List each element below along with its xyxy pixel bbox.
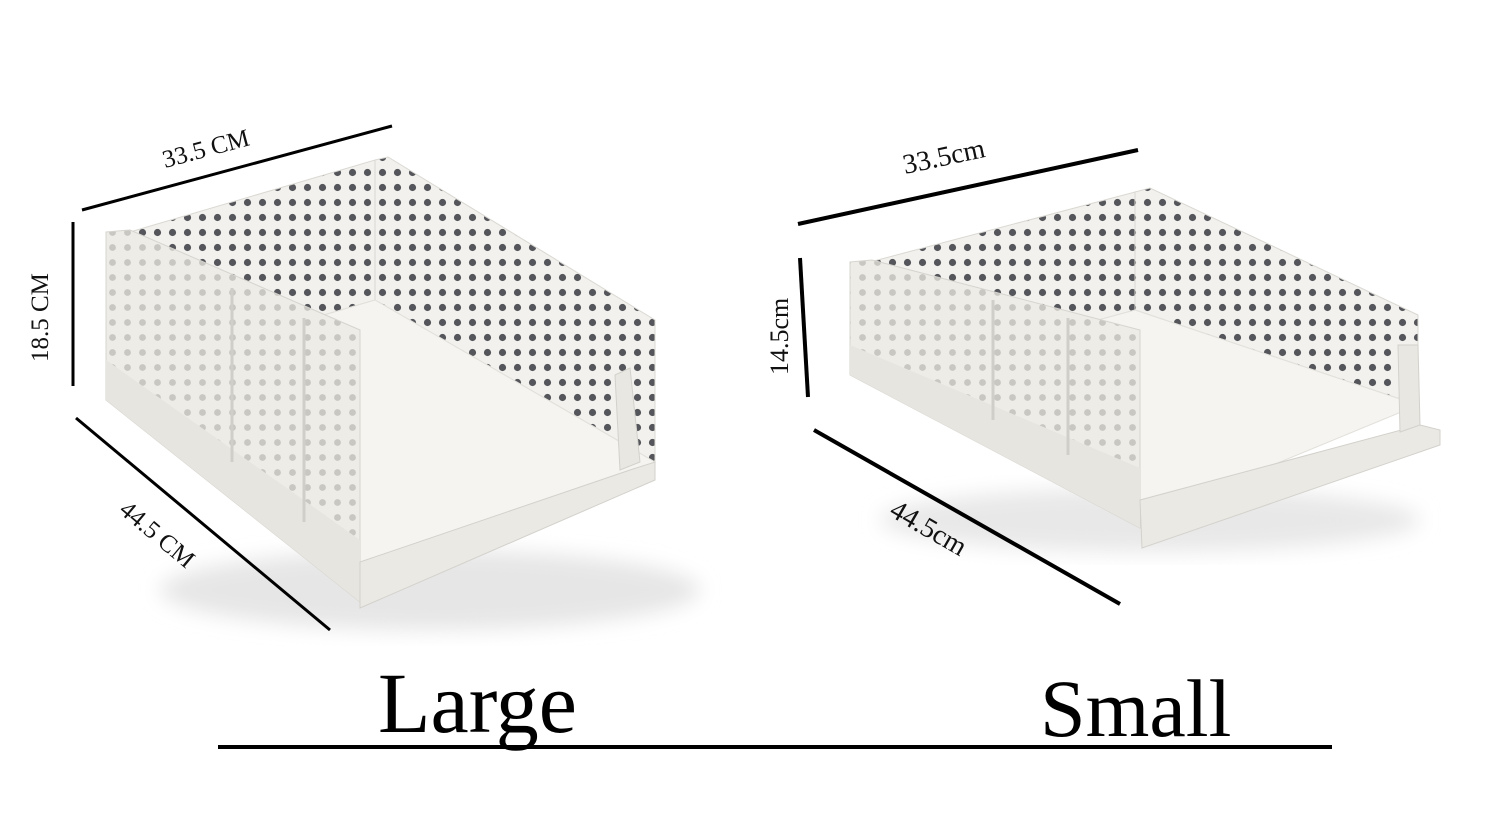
large-height-label: 18.5 CM [27, 273, 54, 362]
small-dimension-lines [797, 148, 1139, 606]
small-basket [849, 187, 1441, 552]
large-basket [105, 156, 700, 630]
small-height-label: 14.5cm [765, 298, 794, 375]
underline [218, 745, 1332, 749]
large-depth-label: 44.5 CM [114, 496, 199, 574]
small-width-label: 33.5cm [900, 133, 988, 181]
size-label-large: Large [378, 655, 577, 751]
size-label-small: Small [1040, 663, 1232, 754]
large-dimension-lines [71, 124, 393, 632]
